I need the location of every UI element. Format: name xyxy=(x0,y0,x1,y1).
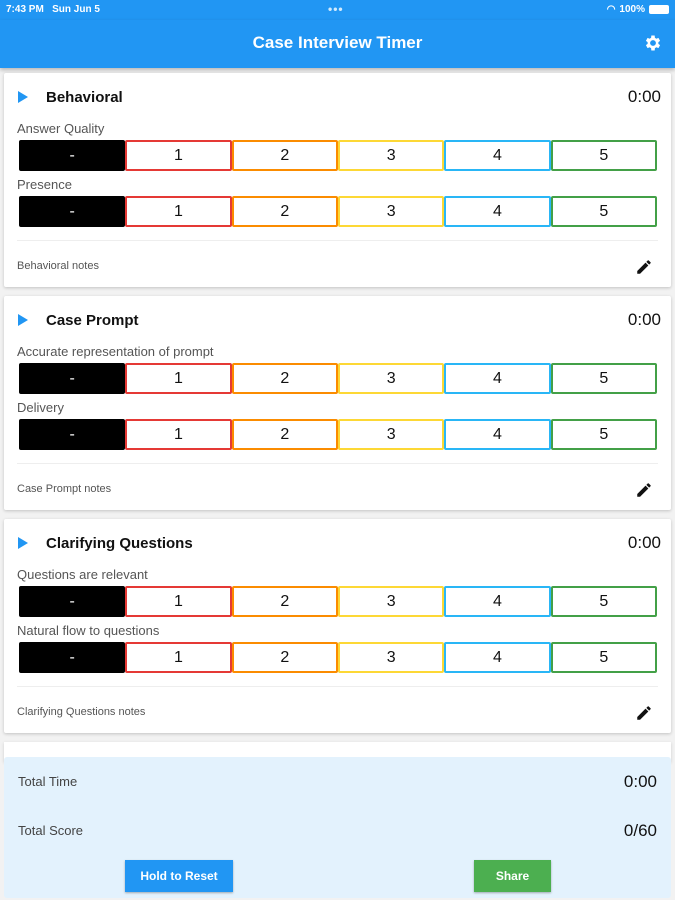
notes-label: Case Prompt notes xyxy=(17,483,112,495)
section-header[interactable]: Case Prompt 0:00 xyxy=(18,310,661,330)
section-timer: 0:00 xyxy=(627,87,661,106)
divider xyxy=(17,240,658,241)
edit-pencil-icon[interactable] xyxy=(635,704,653,722)
score-option-4[interactable]: 4 xyxy=(444,586,551,617)
score-option-2[interactable]: 2 xyxy=(231,363,338,394)
section-header[interactable]: Behavioral 0:00 xyxy=(18,87,661,107)
score-option-5[interactable]: 5 xyxy=(550,642,657,673)
score-option-1[interactable]: 1 xyxy=(125,419,232,450)
score-option-none[interactable]: - xyxy=(19,419,126,450)
score-option-2[interactable]: 2 xyxy=(231,140,338,171)
score-option-4[interactable]: 4 xyxy=(444,642,551,673)
play-icon[interactable] xyxy=(18,537,28,549)
section-card: Clarifying Questions 0:00 Questions are … xyxy=(4,519,671,733)
hold-to-reset-button[interactable]: Hold to Reset xyxy=(125,860,233,892)
play-icon[interactable] xyxy=(18,314,28,326)
section-header[interactable]: Clarifying Questions 0:00 xyxy=(18,533,661,553)
divider xyxy=(17,686,658,687)
wifi-icon: ◠ xyxy=(606,4,616,15)
criterion-label: Answer Quality xyxy=(17,121,105,136)
score-option-2[interactable]: 2 xyxy=(231,642,338,673)
app-bar: Case Interview Timer xyxy=(0,20,675,68)
score-option-none[interactable]: - xyxy=(19,196,126,227)
score-option-1[interactable]: 1 xyxy=(125,140,232,171)
share-button[interactable]: Share xyxy=(474,860,551,892)
section-card: Behavioral 0:00 Answer Quality -1 2 3 4 5 Pre… xyxy=(4,73,671,287)
score-option-5[interactable]: 5 xyxy=(550,363,657,394)
totals-panel: Total Time 0:00 Total Score 0/60 Hold to… xyxy=(4,757,671,898)
criterion-label: Presence xyxy=(17,177,72,192)
score-option-5[interactable]: 5 xyxy=(550,419,657,450)
score-option-3[interactable]: 3 xyxy=(337,140,445,171)
section-timer: 0:00 xyxy=(627,310,661,329)
score-option-3[interactable]: 3 xyxy=(337,196,445,227)
score-option-2[interactable]: 2 xyxy=(231,419,338,450)
score-option-none[interactable]: - xyxy=(19,642,126,673)
multitask-dots[interactable]: ••• xyxy=(328,2,344,16)
criterion-label: Natural flow to questions xyxy=(17,623,160,638)
total-score-label: Total Score xyxy=(18,823,84,838)
page-title: Case Interview Timer xyxy=(252,33,423,52)
score-option-4[interactable]: 4 xyxy=(444,363,551,394)
score-option-1[interactable]: 1 xyxy=(125,586,232,617)
gear-icon[interactable] xyxy=(643,33,663,53)
status-right: ◠ 100% xyxy=(607,4,669,15)
notes-label: Behavioral notes xyxy=(17,260,99,272)
section-timer: 0:00 xyxy=(627,533,661,552)
total-score-value: 0/60 xyxy=(623,821,657,840)
score-option-4[interactable]: 4 xyxy=(444,419,551,450)
score-option-none[interactable]: - xyxy=(19,140,126,171)
criterion-label: Accurate representation of prompt xyxy=(17,344,214,359)
score-option-2[interactable]: 2 xyxy=(231,586,338,617)
divider xyxy=(17,463,658,464)
status-time: 7:43 PM Sun Jun 5 xyxy=(6,4,100,15)
score-option-none[interactable]: - xyxy=(19,586,126,617)
score-option-5[interactable]: 5 xyxy=(550,140,657,171)
score-option-2[interactable]: 2 xyxy=(231,196,338,227)
score-option-3[interactable]: 3 xyxy=(337,642,445,673)
score-option-3[interactable]: 3 xyxy=(337,419,445,450)
score-option-3[interactable]: 3 xyxy=(337,363,445,394)
notes-label: Clarifying Questions notes xyxy=(17,706,146,718)
score-option-4[interactable]: 4 xyxy=(444,140,551,171)
battery-percent: 100% xyxy=(619,4,645,15)
section-card: Case Prompt 0:00 Accurate representation… xyxy=(4,296,671,510)
edit-pencil-icon[interactable] xyxy=(635,481,653,499)
status-bar: 7:43 PM Sun Jun 5 ••• ◠ 100% xyxy=(0,0,675,20)
score-option-1[interactable]: 1 xyxy=(125,363,232,394)
score-option-4[interactable]: 4 xyxy=(444,196,551,227)
criterion-label: Delivery xyxy=(17,400,64,415)
section-title: Clarifying Questions xyxy=(46,534,193,552)
criterion-label: Questions are relevant xyxy=(17,567,148,582)
section-title: Behavioral xyxy=(46,88,123,106)
battery-icon xyxy=(649,5,669,14)
score-option-5[interactable]: 5 xyxy=(550,196,657,227)
total-time-label: Total Time xyxy=(18,774,78,789)
score-option-1[interactable]: 1 xyxy=(125,196,232,227)
edit-pencil-icon[interactable] xyxy=(635,258,653,276)
section-title: Case Prompt xyxy=(46,311,139,329)
score-option-5[interactable]: 5 xyxy=(550,586,657,617)
play-icon[interactable] xyxy=(18,91,28,103)
score-option-1[interactable]: 1 xyxy=(125,642,232,673)
score-option-none[interactable]: - xyxy=(19,363,126,394)
score-option-3[interactable]: 3 xyxy=(337,586,445,617)
total-time-value: 0:00 xyxy=(623,772,657,791)
